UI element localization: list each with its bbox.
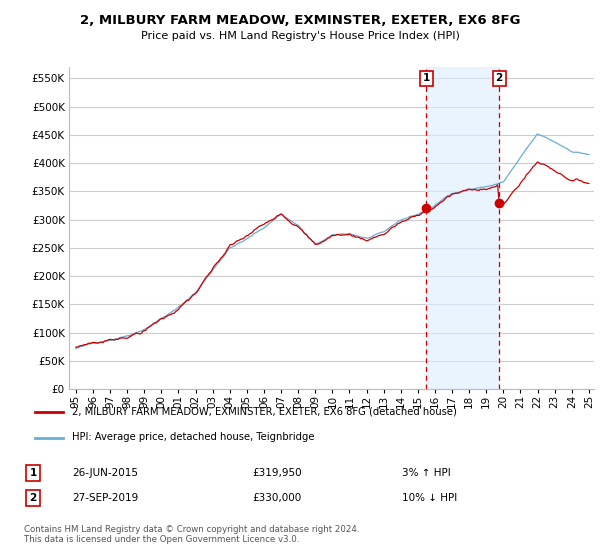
Text: Contains HM Land Registry data © Crown copyright and database right 2024.
This d: Contains HM Land Registry data © Crown c… <box>24 525 359 544</box>
Text: 27-SEP-2019: 27-SEP-2019 <box>72 493 138 503</box>
Text: HPI: Average price, detached house, Teignbridge: HPI: Average price, detached house, Teig… <box>72 432 314 442</box>
Text: 26-JUN-2015: 26-JUN-2015 <box>72 468 138 478</box>
Text: £330,000: £330,000 <box>252 493 301 503</box>
Text: 10% ↓ HPI: 10% ↓ HPI <box>402 493 457 503</box>
Text: 2, MILBURY FARM MEADOW, EXMINSTER, EXETER, EX6 8FG (detached house): 2, MILBURY FARM MEADOW, EXMINSTER, EXETE… <box>72 407 457 417</box>
Text: 1: 1 <box>423 73 430 83</box>
Text: 1: 1 <box>29 468 37 478</box>
Text: 3% ↑ HPI: 3% ↑ HPI <box>402 468 451 478</box>
Text: 2: 2 <box>496 73 503 83</box>
Text: 2, MILBURY FARM MEADOW, EXMINSTER, EXETER, EX6 8FG: 2, MILBURY FARM MEADOW, EXMINSTER, EXETE… <box>80 14 520 27</box>
Text: 2: 2 <box>29 493 37 503</box>
Text: £319,950: £319,950 <box>252 468 302 478</box>
Bar <box>427 67 499 389</box>
Text: Price paid vs. HM Land Registry's House Price Index (HPI): Price paid vs. HM Land Registry's House … <box>140 31 460 41</box>
